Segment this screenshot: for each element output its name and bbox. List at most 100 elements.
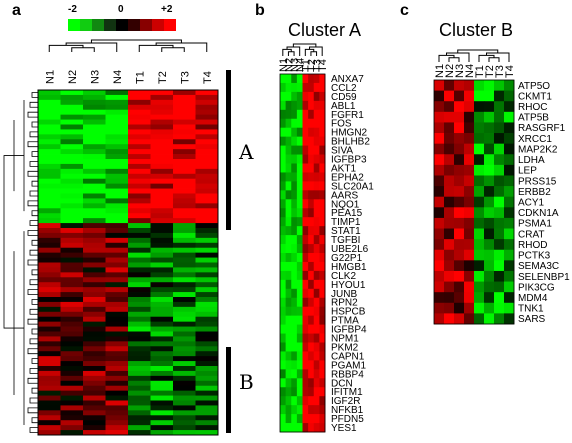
panel-b-gene-label: AKT1 (331, 163, 356, 174)
panel-a-cell (38, 154, 61, 160)
panel-a-cell (173, 193, 196, 199)
panel-a-cell (195, 326, 219, 332)
column-dendrogram-branch (292, 43, 317, 47)
panel-b-gene-label: EPHA2 (331, 172, 364, 183)
panel-a-cell (128, 292, 151, 298)
panel-a-cell (128, 425, 151, 431)
panel-b-cell (296, 109, 303, 120)
panel-a-cell (173, 272, 196, 278)
panel-a-column-label: N3 (89, 70, 101, 84)
panel-a-cell (195, 321, 219, 327)
panel-b-cell (296, 172, 303, 182)
panel-b-cell (296, 208, 303, 218)
panel-a-cell (83, 400, 106, 406)
panel-a-cell (173, 213, 196, 219)
panel-b-gene-label: NFKB1 (331, 405, 364, 416)
panel-c-cell (474, 313, 485, 325)
panel-a-cell (195, 114, 219, 120)
panel-b-cell (319, 387, 326, 397)
panel-a-cell (195, 173, 219, 180)
row-dendrogram-branch (29, 338, 38, 345)
panel-a-cell (150, 218, 174, 224)
panel-b-cell (285, 414, 292, 424)
panel-a-cell (60, 321, 84, 327)
panel-c-cell (434, 260, 445, 272)
panel-c-column-label: T2 (484, 65, 496, 78)
panel-b-cell (308, 279, 315, 290)
panel-a-cell (38, 119, 61, 125)
panel-c-cell (454, 292, 465, 304)
panel-a-cell (83, 188, 106, 194)
panel-a-cell (173, 361, 196, 367)
panel-b-gene-label: YES1 (331, 423, 357, 434)
panel-a-cell (105, 400, 129, 406)
panel-b-cell (302, 351, 309, 361)
panel-a-cell (173, 124, 196, 130)
panel-a-cell (173, 346, 196, 352)
panel-c-gene-label: SARS (518, 314, 546, 325)
panel-b-cell (319, 253, 326, 263)
panel-a-cell (105, 124, 129, 130)
panel-c-cell (484, 186, 495, 198)
panel-b-cell (285, 100, 292, 111)
scale-swatch (68, 19, 81, 31)
panel-a-cell (128, 154, 151, 160)
panel-a-cell (195, 430, 219, 436)
panel-c-cell (504, 207, 515, 219)
panel-a-cell (128, 380, 151, 387)
column-dendrogram-branch (90, 39, 182, 43)
panel-a-cell (105, 410, 129, 416)
panel-a-cell (195, 361, 219, 367)
panel-a-cell (128, 149, 151, 155)
panel-b-cell (285, 190, 292, 200)
panel-a-cell (128, 420, 151, 426)
panel-b-cell (296, 342, 303, 352)
panel-c-cell (444, 175, 455, 187)
panel-c-cell (504, 292, 515, 304)
panel-c-cell (484, 143, 495, 155)
panel-b-cell (313, 226, 320, 236)
panel-b-cell (313, 172, 320, 182)
row-dendrogram-branch (31, 328, 38, 335)
panel-a-cell (38, 390, 61, 396)
panel-b-cell (302, 163, 309, 173)
panel-a-cell (60, 311, 84, 318)
panel-a-cell (195, 154, 219, 160)
panel-b-cell (319, 423, 326, 433)
panel-a-cell (105, 139, 129, 145)
panel-a-cell (60, 390, 84, 396)
panel-b-cell (319, 360, 326, 370)
panel-a-cell (128, 129, 151, 135)
panel-b-cell (308, 378, 315, 388)
panel-a-cell (83, 213, 106, 219)
panel-a-cell (83, 366, 106, 372)
panel-a-cell (128, 390, 151, 396)
panel-b-cell (296, 306, 303, 317)
panel-a-cell (38, 321, 61, 327)
panel-b-cell (296, 100, 303, 111)
panel-a-cell (105, 395, 129, 401)
panel-b-gene-label: FOS (331, 119, 352, 130)
panel-a-cell (128, 301, 151, 308)
panel-c-cell (494, 281, 505, 293)
panel-a-cell (60, 203, 84, 209)
panel-a-cell (128, 306, 151, 313)
panel-a-cell (150, 395, 174, 401)
panel-a-column-label: T2 (157, 71, 169, 84)
panel-b-cell (280, 226, 287, 236)
panel-b-cell (302, 253, 309, 263)
panel-c-gene-label: ATP5O (518, 81, 550, 92)
panel-b-cell (313, 244, 320, 254)
panel-a-cell (150, 420, 174, 426)
panel-a-cell (173, 232, 196, 239)
row-dendrogram-branch (31, 358, 38, 364)
panel-a-cell (195, 104, 219, 111)
panel-b-gene-label: IFITM1 (331, 387, 363, 398)
panel-c-cell (484, 270, 495, 282)
panel-a-cell (38, 316, 61, 323)
panel-a-cell (83, 168, 106, 175)
panel-c-cell (464, 217, 475, 229)
panel-a-cell (128, 183, 151, 189)
panel-a-cell (83, 99, 106, 106)
panel-b-cell (308, 208, 315, 218)
